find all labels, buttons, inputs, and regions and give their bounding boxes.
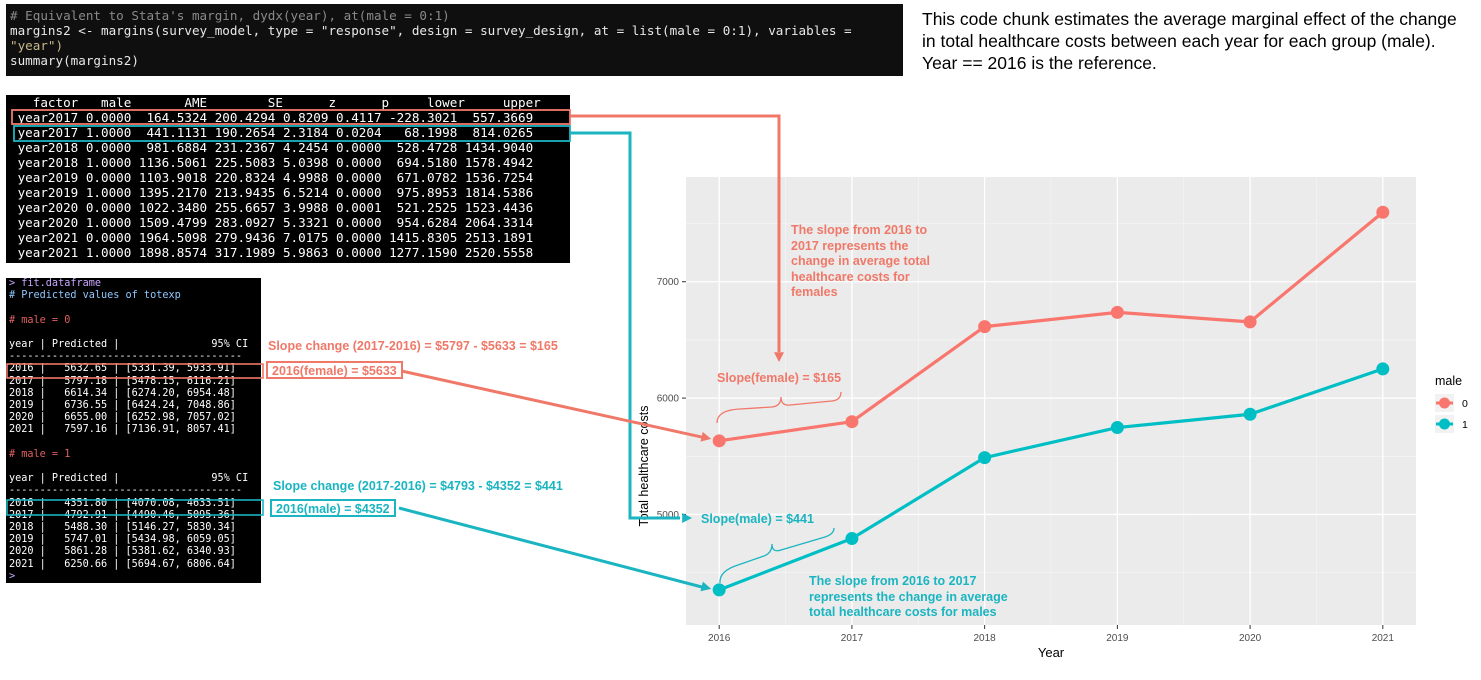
list-item: 2019 | 5747.01 | [5434.98, 6059.05] [9, 534, 236, 546]
series-line-1 [718, 367, 1384, 592]
data-point [1376, 205, 1390, 219]
slope-change-female-label: Slope change (2017-2016) = $5797 - $5633… [268, 339, 558, 353]
legend-key-point [1439, 397, 1450, 409]
table-row: year2020 0.0000 1022.3480 255.6657 3.998… [10, 200, 534, 215]
code-line-1: margins2 <- margins(survey_model, type =… [10, 23, 852, 38]
box-male-label: 2016(male) = $4352 [270, 499, 396, 517]
code-chunk-panel: # Equivalent to Stata's margin, dydx(yea… [6, 4, 903, 76]
group1-divider: -------------------------------------- [9, 485, 243, 497]
data-point [845, 415, 859, 429]
group0-header: year | Predicted | 95% CI [9, 339, 249, 351]
highlight-box-female [11, 109, 571, 125]
data-point [1110, 305, 1124, 319]
x-tick-label: 2021 [1372, 633, 1395, 644]
x-tick-label: 2020 [1239, 633, 1262, 644]
arrow-male-diagonal [398, 506, 706, 590]
note-male: The slope from 2016 to 2017 represents t… [809, 574, 1008, 619]
x-tick-label: 2017 [841, 633, 864, 644]
box-female-label: 2016(female) = $5633 [266, 361, 403, 379]
code-comment: # Equivalent to Stata's margin, dydx(yea… [10, 8, 450, 23]
table-row: year2017 1.0000 441.1131 190.2654 2.3184… [10, 125, 534, 140]
arrow-female-elbow [570, 114, 781, 352]
code-line-2: "year") [10, 38, 64, 53]
list-item: 2021 | 6250.66 | [5694.67, 6806.64] [9, 558, 236, 570]
list-item: 2021 | 7597.16 | [7136.91, 8057.41] [9, 424, 236, 436]
data-point [1243, 407, 1257, 421]
arrowhead-female-diagonal [700, 431, 712, 442]
axes: 5000 6000 7000 2016 2017 2018 2019 2020 2021 Year… [637, 277, 1394, 660]
annotation-shapes [6, 109, 842, 592]
y-tick-label: 6000 [657, 394, 680, 405]
table-row: year2019 0.0000 1103.9018 220.8324 4.998… [10, 170, 534, 185]
console-trailing-prompt: > [9, 570, 16, 582]
description-text: This code chunk estimates the average ma… [922, 9, 1457, 73]
data-point [1376, 362, 1390, 376]
list-item: 2018 | 5488.30 | [5146.27, 5830.34] [9, 522, 236, 534]
table-header: factor male AME SE z p lower upper [10, 95, 541, 110]
list-item: 2020 | 5861.28 | [5381.62, 6340.93] [9, 546, 236, 558]
group1-header: year | Predicted | 95% CI [9, 473, 249, 485]
brace-female [716, 391, 842, 424]
data-point [978, 320, 992, 334]
slope-female-label: Slope(female) = $165 [717, 371, 842, 385]
list-item: 2017 | 5797.18 | [5478.15, 6116.21] [9, 375, 236, 387]
table-row: year2021 0.0000 1964.5098 279.9436 7.017… [10, 230, 534, 245]
x-tick-label: 2018 [974, 633, 997, 644]
group0-label: # male = 0 [9, 314, 71, 326]
table-row: year2018 0.0000 981.6884 231.2367 4.2454… [10, 140, 534, 155]
legend-key-point [1439, 418, 1450, 430]
highlight-box-2016-male [6, 499, 264, 516]
list-item: 2016 | 4351.80 | [4070.08, 4633.51] [9, 497, 236, 509]
group1-label: # male = 1 [9, 448, 71, 460]
x-tick-label: 2016 [708, 633, 731, 644]
table-row: year2017 0.0000 164.5324 200.4294 0.8209… [10, 110, 534, 125]
legend-title: male [1435, 374, 1462, 388]
arrowhead-male-diagonal [700, 581, 712, 592]
code-line-3: summary(margins2) [10, 53, 139, 68]
table-row: year2019 1.0000 1395.2170 213.9435 6.521… [10, 185, 534, 200]
arrow-male-elbow [570, 131, 680, 520]
arrowhead-female-elbow [774, 352, 784, 362]
note-female: The slope from 2016 to 2017 represents t… [791, 223, 930, 299]
table-row: year2018 1.0000 1136.5061 225.5083 5.039… [10, 155, 534, 170]
data-point [712, 583, 726, 597]
console-prompt: > fit.dataframe [9, 278, 102, 289]
y-axis-title: Total healthcare costs [637, 406, 651, 527]
list-item: 2019 | 6736.55 | [6424.24, 7048.86] [9, 400, 236, 412]
margins-summary-table: factor male AME SE z p lower upper year2… [6, 95, 570, 263]
highlight-box-male [13, 125, 571, 142]
slope-male-label: Slope(male) = $441 [701, 512, 814, 526]
x-axis-title: Year [1038, 645, 1065, 660]
x-tick-label: 2019 [1106, 633, 1129, 644]
console-subtitle: # Predicted values of totexp [9, 290, 181, 302]
legend-label: 0 [1462, 398, 1468, 410]
data-point [978, 451, 992, 465]
series-lines [712, 205, 1390, 597]
group0-divider: -------------------------------------- [9, 351, 243, 363]
fit-dataframe-console: > fit.dataframe # Predicted values of to… [6, 278, 261, 583]
arrowhead-male-elbow [682, 513, 692, 523]
arrow-female-diagonal [396, 368, 706, 440]
data-point [712, 434, 726, 448]
data-point [845, 532, 859, 546]
table-row: year2021 1.0000 1898.8574 317.1989 5.986… [10, 245, 534, 260]
table-row: year2020 1.0000 1509.4799 283.0927 5.332… [10, 215, 534, 230]
brace-male [719, 527, 835, 584]
legend-label: 1 [1462, 419, 1468, 431]
gridlines [686, 177, 1416, 625]
y-tick-label: 5000 [657, 510, 680, 521]
code-line-margins: margins2 <- margins(survey_model, type =… [10, 23, 903, 38]
slope-change-male-label: Slope change (2017-2016) = $4793 - $4352… [273, 479, 563, 493]
list-item: 2018 | 6614.34 | [6274.20, 6954.48] [9, 387, 236, 399]
series-line-0 [718, 211, 1384, 443]
list-item: 2020 | 6655.00 | [6252.98, 7057.02] [9, 412, 236, 424]
data-point [1110, 421, 1124, 435]
highlight-box-2016-female [6, 363, 264, 379]
data-point [1243, 315, 1257, 329]
list-item: 2016 | 5632.65 | [5331.39, 5933.91] [9, 363, 236, 375]
y-tick-label: 7000 [657, 277, 680, 288]
